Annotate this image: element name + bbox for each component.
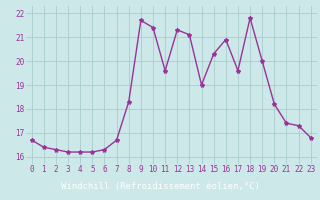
Text: Windchill (Refroidissement éolien,°C): Windchill (Refroidissement éolien,°C)	[60, 182, 260, 192]
